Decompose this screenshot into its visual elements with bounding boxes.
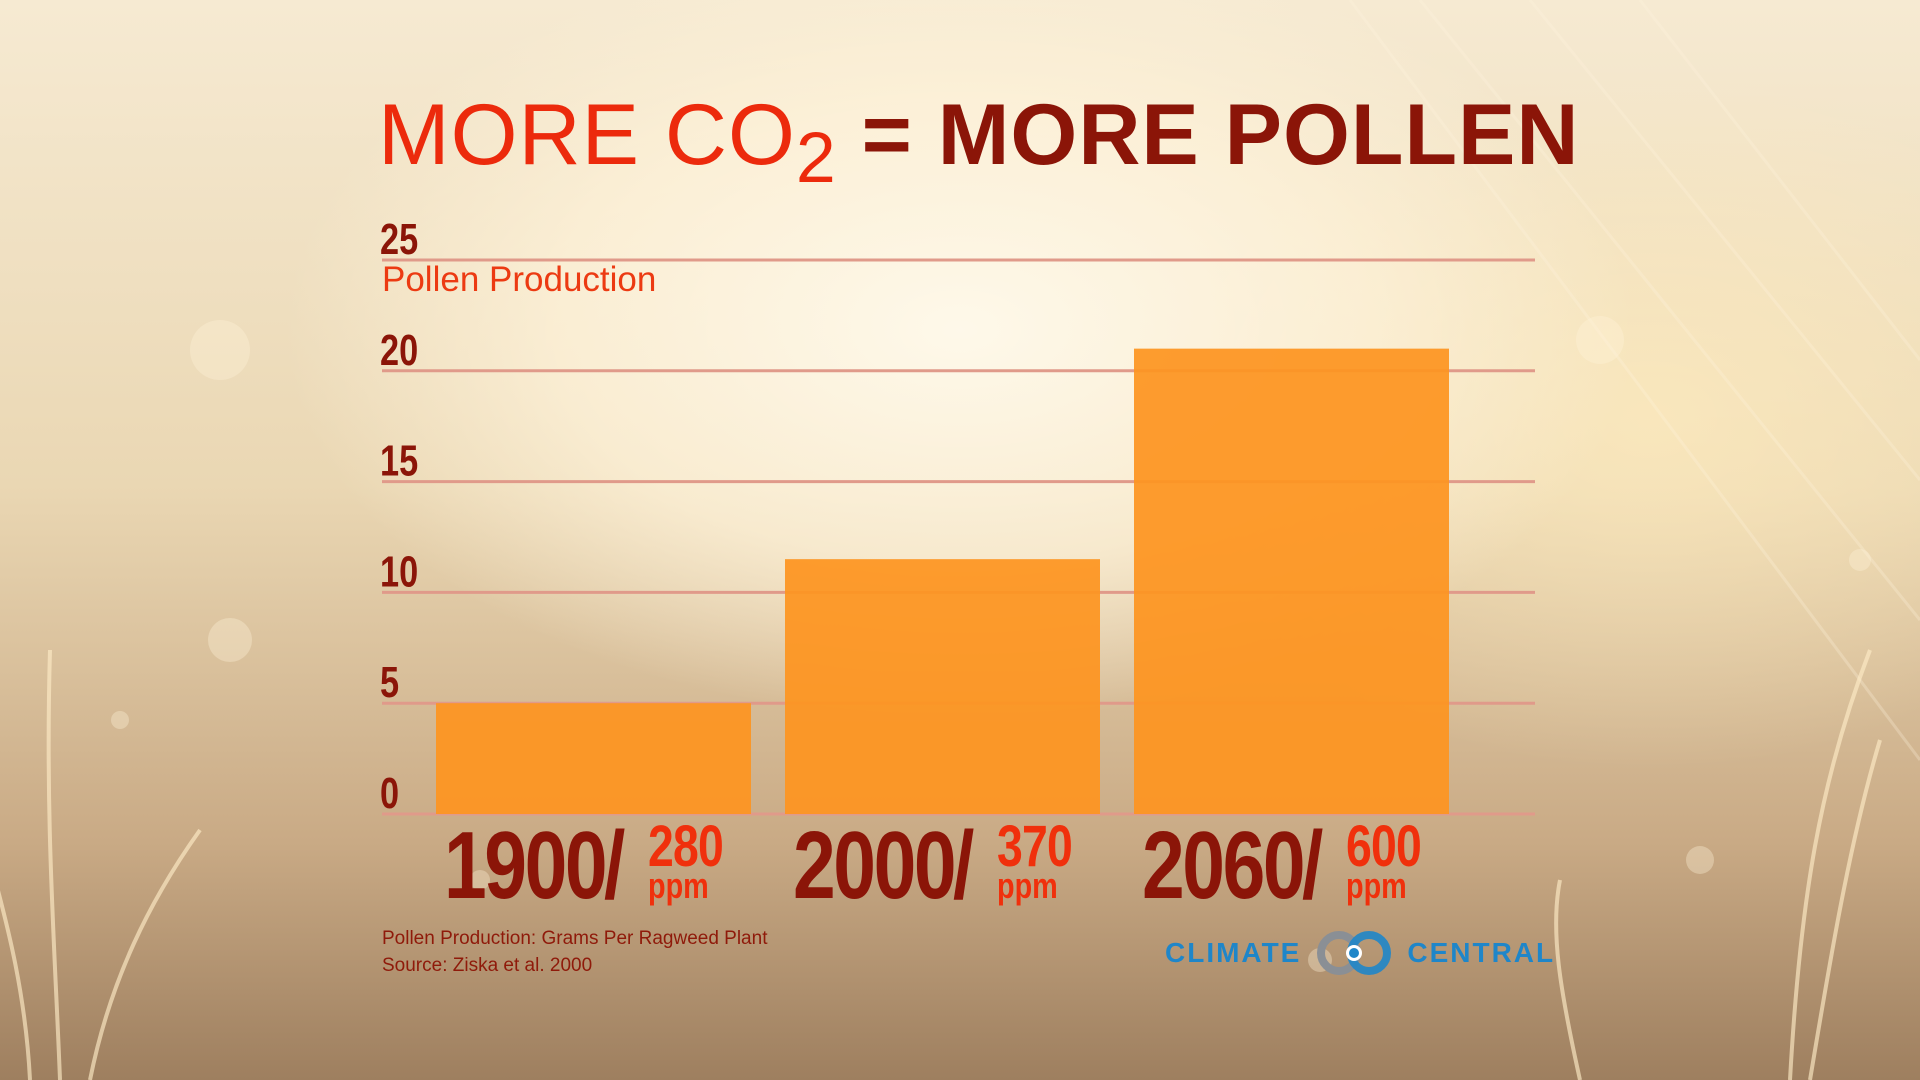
chart-title: MORE CO2 = MORE POLLEN bbox=[378, 92, 1579, 195]
x-label-year-1900: 1900 bbox=[444, 812, 605, 919]
footnote-units: Pollen Production: Grams Per Ragweed Pla… bbox=[382, 928, 768, 949]
x-label-separator-2060: / bbox=[1302, 812, 1323, 919]
y-tick-label-10: 10 bbox=[380, 547, 418, 596]
bar-2000 bbox=[785, 559, 1100, 814]
y-tick-label-5: 5 bbox=[380, 658, 399, 707]
title-equals: = bbox=[836, 87, 938, 183]
title-part1: MORE CO bbox=[378, 87, 796, 183]
y-axis-label: Pollen Production bbox=[382, 260, 657, 299]
bar-2060 bbox=[1134, 348, 1449, 814]
x-label-unit-2000: ppm bbox=[997, 865, 1058, 906]
bar-1900 bbox=[436, 703, 751, 814]
y-tick-label-0: 0 bbox=[380, 769, 399, 818]
x-label-co2-1900: 280 bbox=[648, 814, 723, 879]
y-tick-label-25: 25 bbox=[380, 215, 418, 264]
x-label-co2-2000: 370 bbox=[997, 814, 1072, 879]
x-label-year-2000: 2000 bbox=[793, 812, 954, 919]
x-label-co2-2060: 600 bbox=[1346, 814, 1421, 879]
logo-left-text: CLIMATE bbox=[1165, 937, 1302, 968]
y-tick-label-15: 15 bbox=[380, 437, 418, 486]
title-part2: MORE POLLEN bbox=[937, 87, 1580, 183]
y-tick-label-20: 20 bbox=[380, 326, 418, 375]
x-label-unit-1900: ppm bbox=[648, 865, 709, 906]
x-label-separator-2000: / bbox=[953, 812, 974, 919]
logo-right-text: CENTRAL bbox=[1407, 937, 1556, 968]
x-label-separator-1900: / bbox=[604, 812, 625, 919]
climate-central-logo: CLIMATE CENTRAL bbox=[1165, 925, 1555, 981]
x-label-year-2060: 2060 bbox=[1142, 812, 1303, 919]
climate-central-rings-icon bbox=[1317, 931, 1392, 975]
footnote-source: Source: Ziska et al. 2000 bbox=[382, 955, 593, 976]
x-label-unit-2060: ppm bbox=[1346, 865, 1407, 906]
title-subscript: 2 bbox=[795, 118, 837, 199]
